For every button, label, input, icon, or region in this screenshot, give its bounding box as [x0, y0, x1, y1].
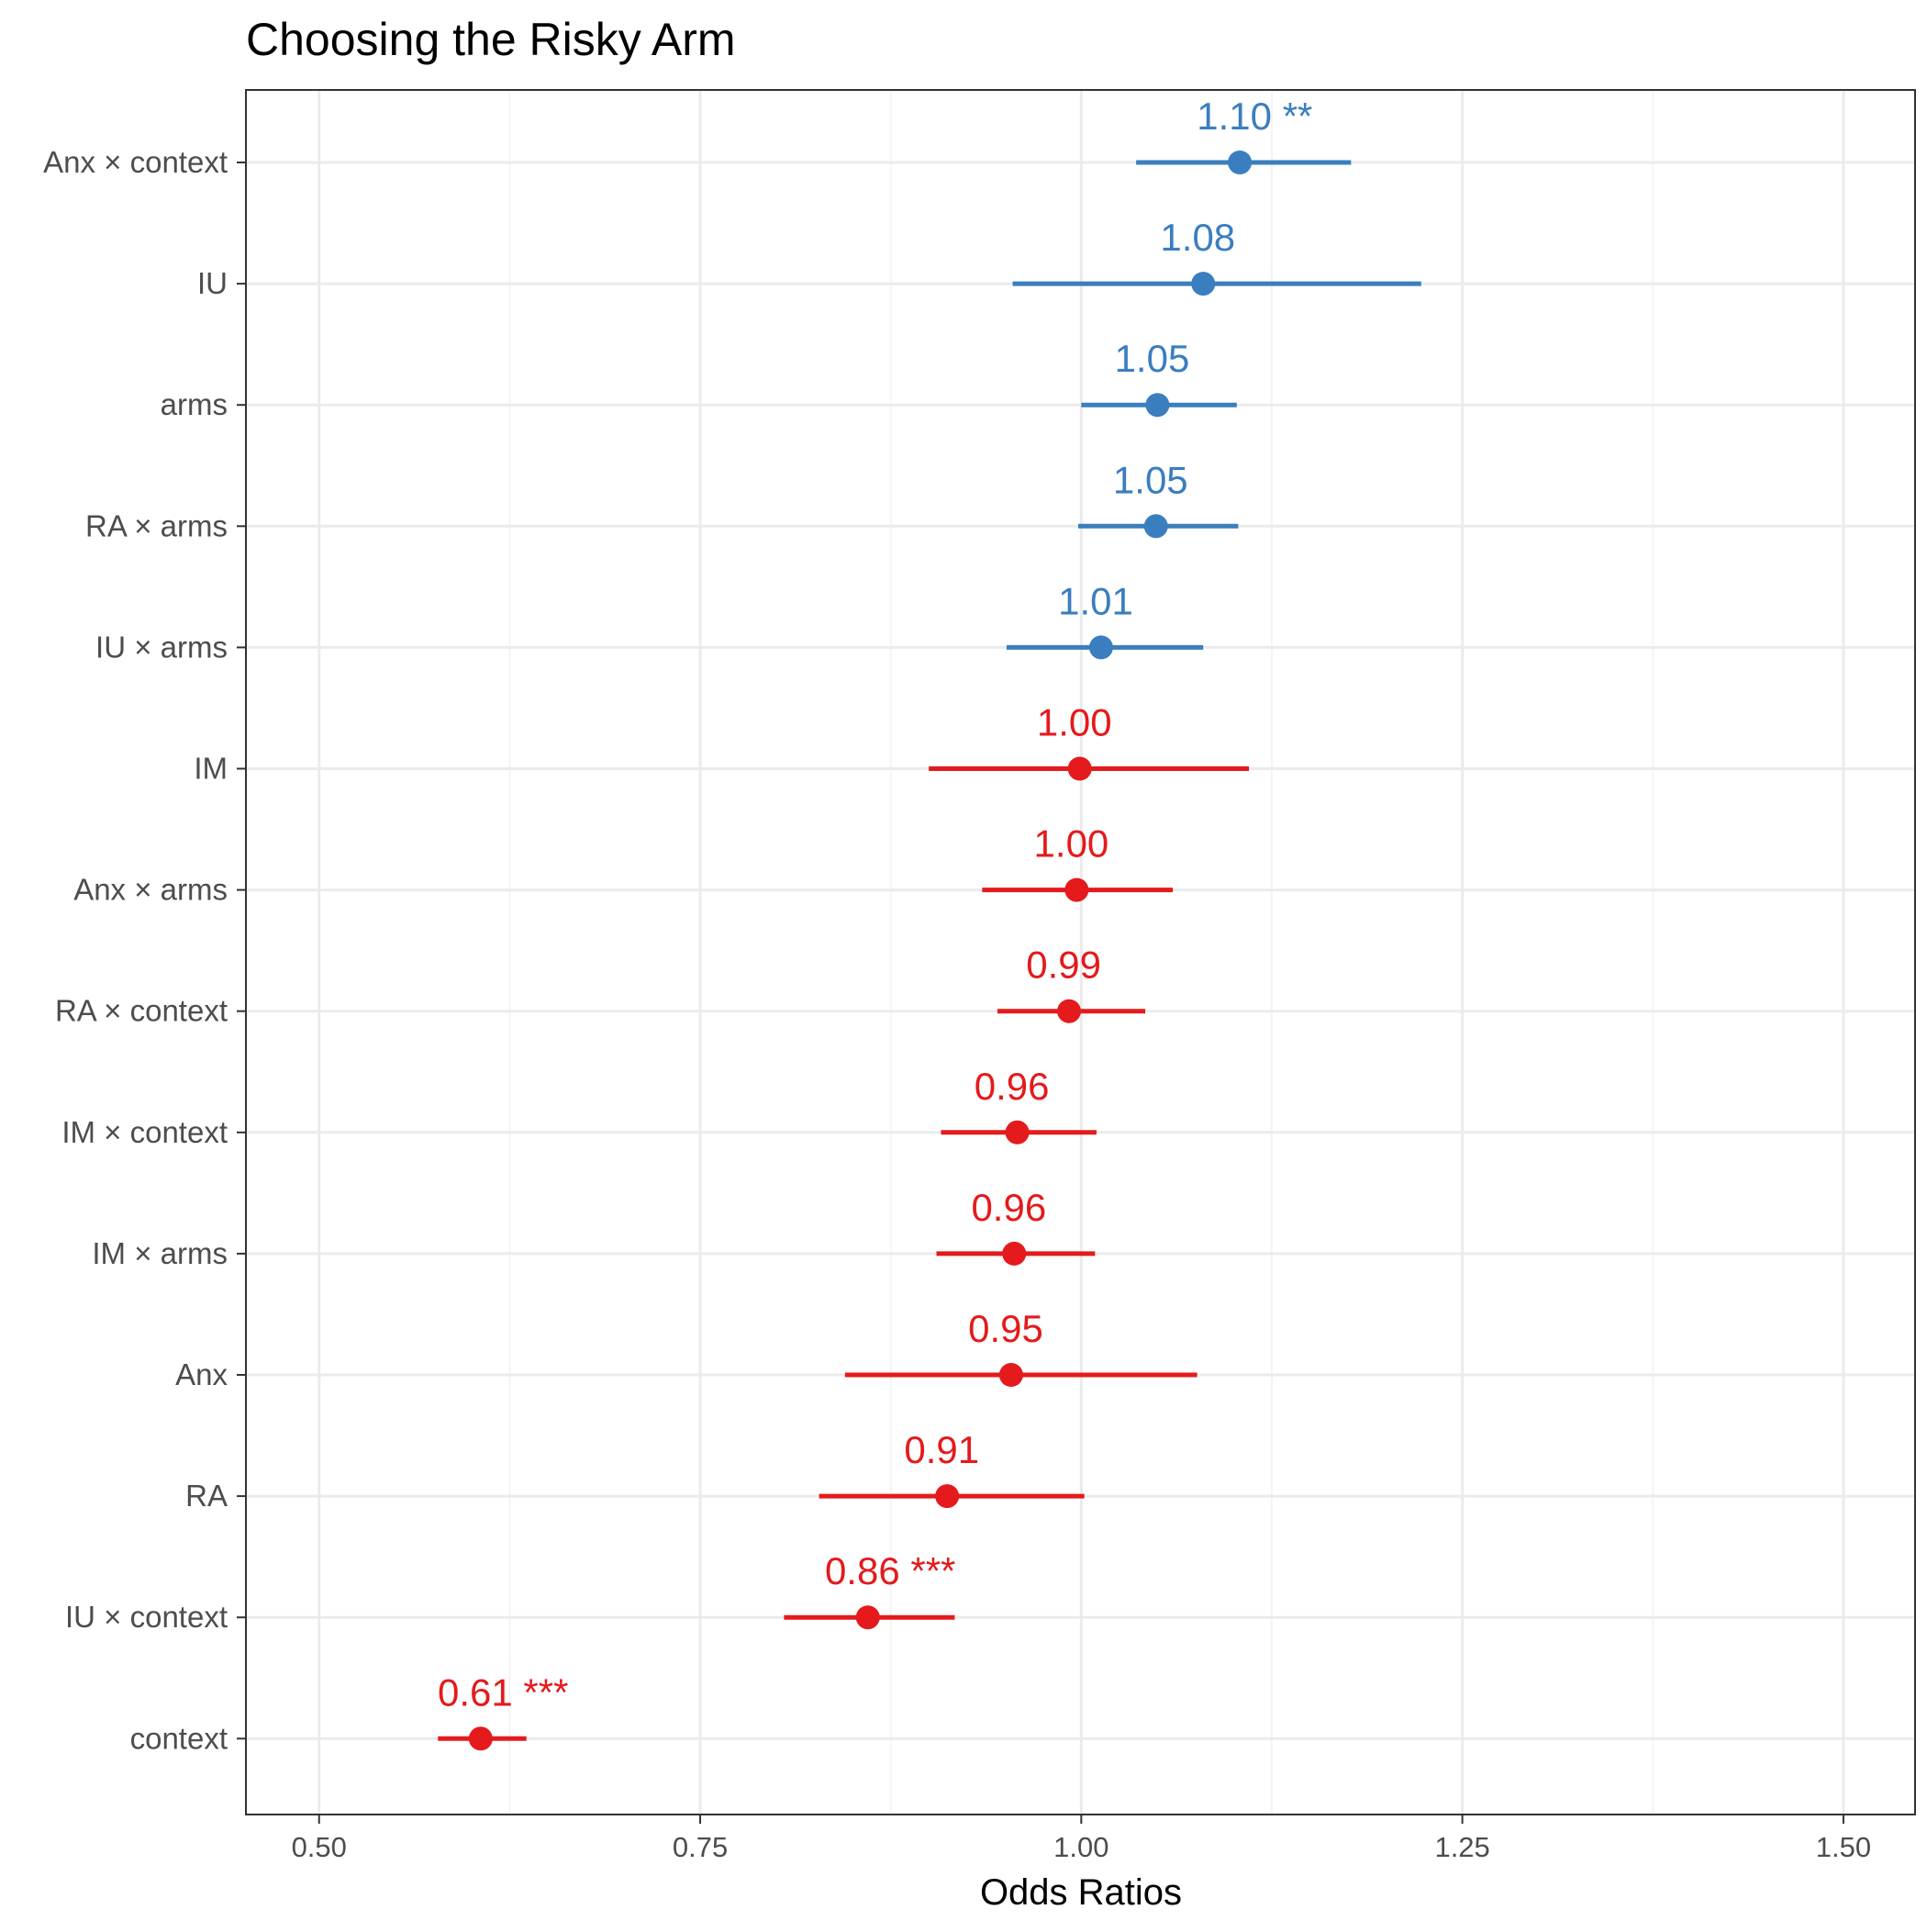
- point-estimate: [1002, 1241, 1027, 1266]
- y-tick-label: RA × context: [55, 994, 228, 1028]
- x-tick-label: 1.00: [1053, 1831, 1108, 1863]
- confidence-intervals: [438, 160, 1421, 1741]
- point-estimate: [855, 1605, 880, 1630]
- value-label: 0.95: [968, 1307, 1043, 1350]
- y-tick-label: RA: [185, 1479, 228, 1513]
- value-label: 1.01: [1058, 579, 1133, 622]
- y-tick-label: Anx: [175, 1357, 228, 1391]
- point-estimate: [1191, 272, 1216, 296]
- y-tick-label: IU × context: [65, 1600, 228, 1634]
- y-tick-label: arms: [161, 387, 228, 421]
- value-label: 1.05: [1113, 458, 1188, 501]
- y-tick-label: IU: [197, 266, 228, 300]
- point-estimate: [468, 1726, 493, 1751]
- value-label: 0.61 ***: [438, 1670, 568, 1714]
- y-tick-label: context: [130, 1721, 228, 1755]
- point-estimate: [1228, 151, 1253, 174]
- point-estimate: [1057, 999, 1082, 1023]
- value-label: 1.10 **: [1197, 95, 1312, 138]
- x-tick-label: 0.75: [673, 1831, 728, 1863]
- x-tick-label: 0.50: [292, 1831, 347, 1863]
- y-axis: Anx × context IU arms RA × arms IU × arms IM A…: [43, 145, 246, 1755]
- x-tick-label: 1.25: [1434, 1831, 1489, 1863]
- x-axis: 0.50 0.75 1.00 1.25 1.50: [292, 1815, 1871, 1863]
- point-estimate: [1067, 756, 1092, 781]
- y-tick-label: IM: [194, 752, 228, 786]
- value-labels: 1.10 ** 1.08 1.05 1.05 1.01 1.00 1.00 0.99 0.96 0…: [438, 95, 1312, 1714]
- point-estimate: [1005, 1120, 1030, 1145]
- y-tick-label: Anx × arms: [73, 873, 228, 907]
- point-estimate: [998, 1363, 1023, 1387]
- value-label: 0.96: [975, 1065, 1050, 1108]
- value-label: 1.05: [1115, 337, 1190, 380]
- y-tick-label: IM × arms: [92, 1236, 228, 1270]
- x-axis-title: Odds Ratios: [980, 1872, 1182, 1913]
- y-tick-label: IU × arms: [95, 630, 228, 664]
- value-label: 0.86 ***: [825, 1549, 955, 1592]
- y-tick-label: Anx × context: [43, 145, 228, 179]
- point-estimate: [1064, 877, 1089, 902]
- point-estimate: [935, 1484, 960, 1509]
- value-label: 1.00: [1037, 701, 1112, 744]
- y-tick-label: RA × arms: [85, 508, 228, 542]
- point-estimate: [1145, 393, 1170, 418]
- value-label: 1.00: [1034, 822, 1109, 865]
- value-label: 1.08: [1160, 216, 1235, 259]
- y-tick-label: IM × context: [61, 1115, 228, 1149]
- point-estimates: [468, 151, 1253, 1751]
- value-label: 0.99: [1026, 944, 1101, 987]
- value-label: 0.91: [904, 1428, 979, 1471]
- chart-title: Choosing the Risky Arm: [246, 14, 736, 65]
- point-estimate: [1088, 635, 1113, 660]
- value-label: 0.96: [971, 1186, 1046, 1229]
- point-estimate: [1143, 514, 1168, 539]
- x-tick-label: 1.50: [1816, 1831, 1871, 1863]
